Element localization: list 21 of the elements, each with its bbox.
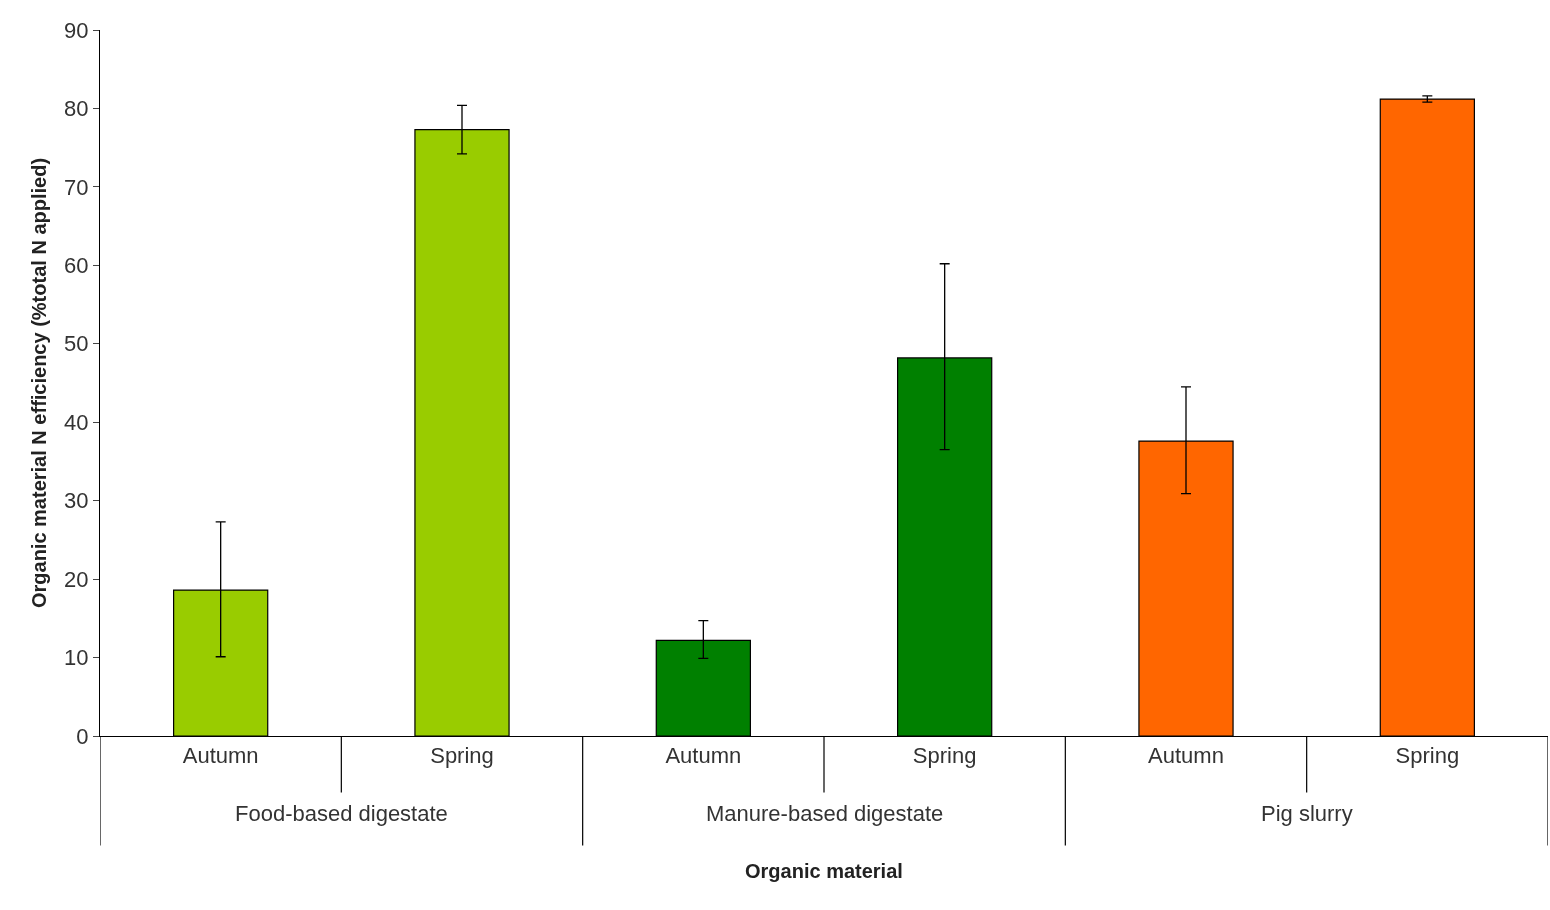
y-tick-label: 40 bbox=[64, 409, 89, 435]
y-tick-label: 70 bbox=[64, 174, 89, 200]
text: Manure-based digestate bbox=[706, 801, 944, 826]
y-tick-label: 90 bbox=[64, 17, 89, 43]
y-tick-label: 0 bbox=[76, 723, 89, 749]
y-tick-label: 80 bbox=[64, 96, 89, 122]
y-tick-label: 60 bbox=[64, 253, 89, 279]
x-tick-label: Spring bbox=[1395, 743, 1460, 769]
text: Food-based digestate bbox=[235, 801, 448, 826]
x-tick-label: Autumn bbox=[182, 743, 259, 769]
x-tick-label: Autumn bbox=[665, 743, 742, 769]
y-tick-label: 50 bbox=[64, 331, 89, 357]
y-axis-title: Organic material N efficiency (%total N applied) bbox=[27, 157, 50, 609]
y-tick-label: 10 bbox=[64, 645, 89, 671]
y-tick-label: 30 bbox=[64, 488, 89, 514]
text: Pig slurry bbox=[1261, 801, 1353, 826]
x-axis-title: Organic material bbox=[745, 860, 903, 882]
x-tick-label: Spring bbox=[912, 743, 977, 769]
x-tick-label: Spring bbox=[430, 743, 494, 769]
y-tick-label: 20 bbox=[64, 566, 89, 592]
x-tick-label: Autumn bbox=[1148, 743, 1224, 769]
